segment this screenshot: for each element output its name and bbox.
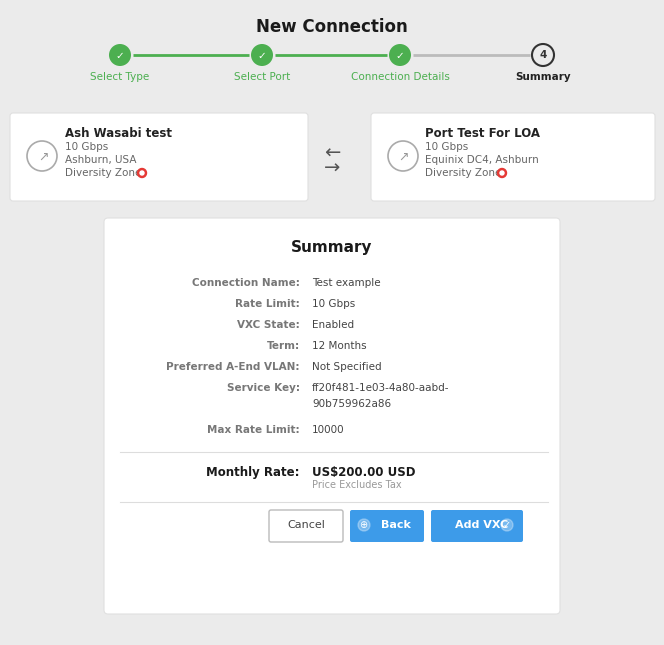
Text: Price Excludes Tax: Price Excludes Tax [312,480,402,490]
Text: ✓: ✓ [396,50,404,61]
Text: Summary: Summary [515,72,571,82]
Text: 12 Months: 12 Months [312,341,367,351]
Text: Preferred A-End VLAN:: Preferred A-End VLAN: [167,362,300,372]
Text: Ash Wasabi test: Ash Wasabi test [65,127,172,140]
Text: 10 Gbps: 10 Gbps [65,142,108,152]
Text: Summary: Summary [291,240,373,255]
Text: 10 Gbps: 10 Gbps [312,299,355,309]
Text: Term:: Term: [267,341,300,351]
Text: Max Rate Limit:: Max Rate Limit: [207,425,300,435]
Text: →: → [324,159,340,177]
FancyBboxPatch shape [371,113,655,201]
Text: Monthly Rate:: Monthly Rate: [207,466,300,479]
Circle shape [140,171,144,175]
Text: Select Port: Select Port [234,72,290,82]
Text: Back: Back [381,520,411,530]
Text: 90b759962a86: 90b759962a86 [312,399,391,409]
Text: Cancel: Cancel [287,520,325,530]
Text: 10 Gbps: 10 Gbps [425,142,468,152]
Text: Enabled: Enabled [312,320,354,330]
Circle shape [389,44,411,66]
FancyBboxPatch shape [350,510,424,542]
Text: ✓: ✓ [116,50,124,61]
Text: ⊕: ⊕ [359,520,367,530]
Text: Select Type: Select Type [90,72,149,82]
Text: Port Test For LOA: Port Test For LOA [425,127,540,140]
Text: ff20f481-1e03-4a80-aabd-: ff20f481-1e03-4a80-aabd- [312,383,450,393]
Circle shape [358,519,370,531]
Text: New Connection: New Connection [256,18,408,36]
FancyBboxPatch shape [269,510,343,542]
Text: Connection Name:: Connection Name: [192,278,300,288]
Text: Service Key:: Service Key: [227,383,300,393]
Text: Diversity Zone: Diversity Zone [65,168,141,178]
Circle shape [500,171,504,175]
Text: 4: 4 [539,50,546,61]
Circle shape [251,44,273,66]
Text: Not Specified: Not Specified [312,362,382,372]
Text: US$200.00 USD: US$200.00 USD [312,466,416,479]
FancyBboxPatch shape [10,113,308,201]
Circle shape [497,168,507,177]
Text: ✓: ✓ [258,50,266,61]
Text: ✓: ✓ [503,520,511,530]
FancyBboxPatch shape [104,218,560,614]
Text: Ashburn, USA: Ashburn, USA [65,155,137,165]
Text: VXC State:: VXC State: [237,320,300,330]
Circle shape [501,519,513,531]
Text: Connection Details: Connection Details [351,72,450,82]
Text: Equinix DC4, Ashburn: Equinix DC4, Ashburn [425,155,539,165]
Text: ↗: ↗ [399,150,409,163]
Text: ←: ← [324,143,340,163]
Text: Add VXC: Add VXC [455,520,508,530]
Circle shape [109,44,131,66]
Text: Test example: Test example [312,278,380,288]
Text: 10000: 10000 [312,425,345,435]
Text: ↗: ↗ [38,150,48,163]
Text: Rate Limit:: Rate Limit: [235,299,300,309]
Text: Diversity Zone: Diversity Zone [425,168,501,178]
Circle shape [137,168,147,177]
FancyBboxPatch shape [431,510,523,542]
